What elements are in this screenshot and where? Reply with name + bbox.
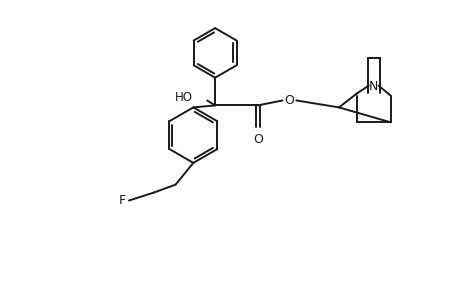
Text: F: F bbox=[118, 194, 126, 207]
Text: O: O bbox=[252, 133, 262, 146]
Text: O: O bbox=[284, 94, 294, 107]
Text: N: N bbox=[368, 80, 377, 93]
Text: HO: HO bbox=[175, 91, 193, 104]
